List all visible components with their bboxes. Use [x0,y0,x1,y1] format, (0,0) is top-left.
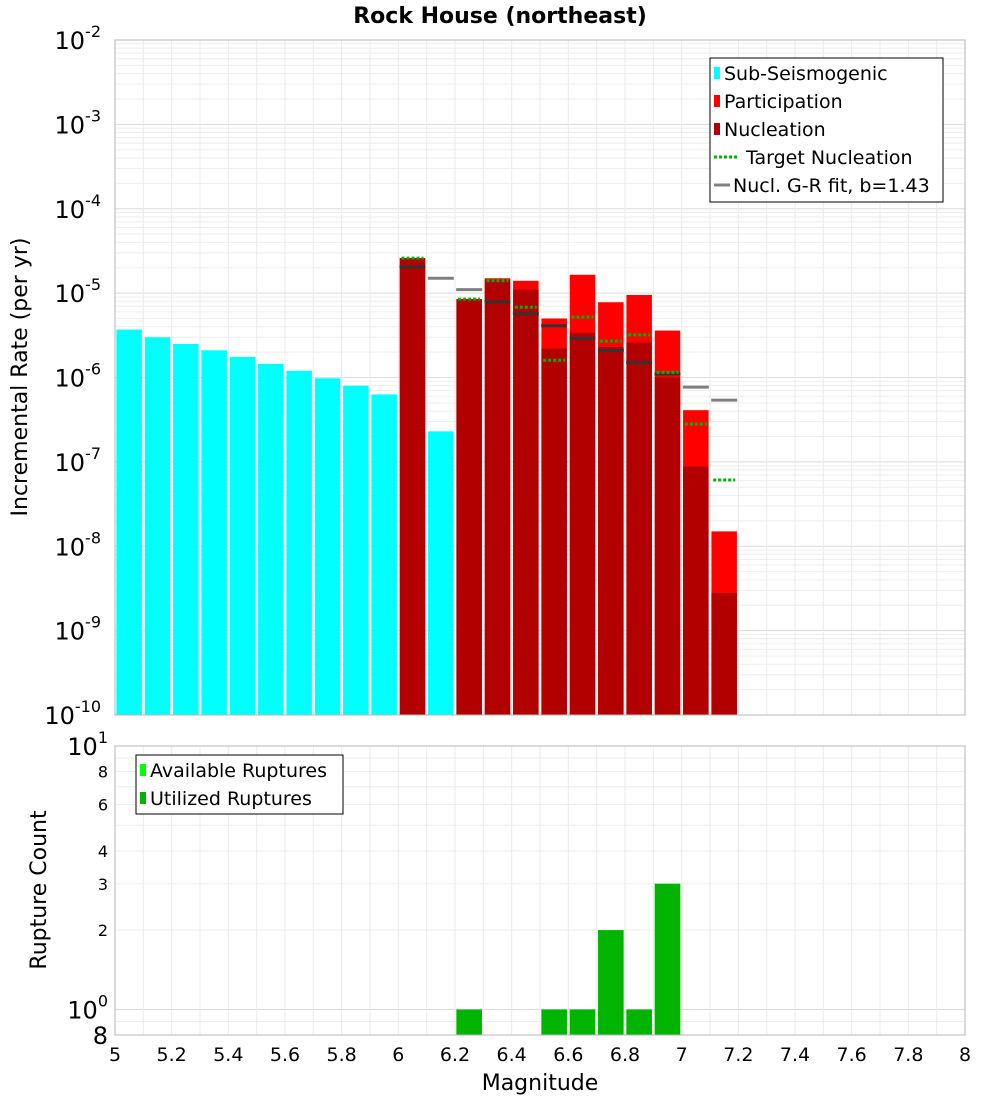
sub-seismogenic-bar [229,356,256,715]
legend-label: Target Nucleation [745,147,913,169]
nucleation-bar [711,592,737,715]
nucleation-bar [541,348,567,715]
sub-seismogenic-bar [314,378,341,715]
x-tick-label: 6.8 [610,1044,640,1066]
x-tick-label: 5.6 [270,1044,300,1066]
sub-seismogenic-bar [343,385,369,715]
nucleation-bar [456,299,482,715]
nucleation-bar [569,332,596,715]
utilized-ruptures-bar [569,1009,596,1035]
bottom-y-tick-label: 8 [93,1022,108,1050]
sub-seismogenic-bar [173,343,199,715]
x-tick-label: 6.6 [553,1044,583,1066]
bottom-plot-frame [114,745,966,1036]
x-tick-label: 5.4 [213,1044,243,1066]
legend-swatch [714,67,720,79]
x-tick-label: 5.8 [327,1044,357,1066]
top-y-tick-label: 10-8 [55,528,102,561]
sub-seismogenic-bar [144,337,171,715]
x-tick-label: 6.2 [440,1044,470,1066]
utilized-ruptures-bar [598,930,624,1035]
legend-label: Sub-Seismogenic [724,63,888,85]
legend-swatch [140,792,146,804]
top-y-tick-label: 10-3 [55,106,102,139]
utilized-ruptures-bar [541,1009,567,1035]
legend-label: Available Ruptures [150,760,327,782]
top-y-tick-label: 10-9 [55,613,102,646]
top-marks [399,256,738,482]
nucleation-bar [598,346,624,715]
top-plot-frame [114,39,966,716]
x-tick-label: 7.6 [837,1044,867,1066]
utilized-ruptures-bar [654,883,681,1035]
bottom-bars [456,883,681,1035]
top-y-axis-label: Incremental Rate (per yr) [8,238,33,517]
x-tick-label: 7.8 [893,1044,923,1066]
legend-swatch [714,95,720,107]
nucleation-bar [399,258,426,715]
x-tick-labels: 5 5.2 5.4 5.6 5.8 6 6.2 6.4 6.6 6.8 7 7.2 7.4 7.6 7.8 8 [109,1044,971,1066]
x-tick-label: 8 [959,1044,971,1066]
nucleation-bar [654,377,681,715]
legend-swatch [140,764,146,776]
nucleation-bar [683,466,709,715]
sub-seismogenic-bar [428,431,454,715]
legend-label: Participation [724,91,843,113]
bottom-y-tick-label: 100 [67,991,108,1024]
nucleation-bar [484,279,511,715]
bottom-y-tick-label: 8 [98,763,108,782]
x-tick-label: 7.2 [723,1044,753,1066]
bottom-y-tick-label: 2 [98,921,108,940]
sub-seismogenic-bar [258,363,284,715]
legend-label: Utilized Ruptures [150,788,312,810]
top-y-tick-label: 10-2 [55,22,102,55]
top-legend: Sub-Seismogenic Participation Nucleation Ta… [709,57,944,203]
x-axis-label: Magnitude [482,1071,599,1096]
top-y-tick-label: 10-10 [44,697,101,730]
bottom-y-tick-label: 4 [98,842,108,861]
bottom-y-tick-label: 3 [98,875,108,894]
x-tick-label: 7 [676,1044,688,1066]
legend-label: Nucl. G-R fit, b=1.43 [733,175,930,197]
legend-label: Nucleation [724,119,826,141]
chart-title: Rock House (northeast) [353,4,647,29]
top-y-tick-labels: 10-10 10-9 10-8 10-7 10-6 10-5 10-4 10-3 10-2 [44,22,101,730]
utilized-ruptures-bar [456,1009,482,1035]
top-bars [116,258,737,715]
sub-seismogenic-bar [286,370,312,715]
bottom-y-tick-label: 6 [98,795,108,814]
top-y-tick-label: 10-5 [55,275,102,308]
top-y-tick-label: 10-6 [55,360,102,393]
bottom-legend-frame [135,754,344,815]
bottom-y-tick-label: 101 [67,728,108,761]
sub-seismogenic-bar [201,350,227,715]
x-tick-label: 5 [109,1044,121,1066]
nucleation-bar [626,342,652,715]
x-tick-label: 5.2 [157,1044,187,1066]
bottom-y-axis-label: Rupture Count [27,810,52,970]
top-y-tick-label: 10-4 [55,191,102,224]
utilized-ruptures-bar [626,1009,652,1035]
nucleation-bar [513,289,539,715]
top-legend-frame [709,57,944,203]
top-y-tick-label: 10-7 [55,444,102,477]
x-tick-label: 6 [392,1044,404,1066]
x-tick-label: 6.4 [497,1044,527,1066]
bottom-legend: Available Ruptures Utilized Ruptures [135,754,344,815]
sub-seismogenic-bar [116,329,142,715]
sub-seismogenic-bar [371,394,397,715]
legend-swatch [714,123,720,135]
x-tick-label: 7.4 [780,1044,810,1066]
